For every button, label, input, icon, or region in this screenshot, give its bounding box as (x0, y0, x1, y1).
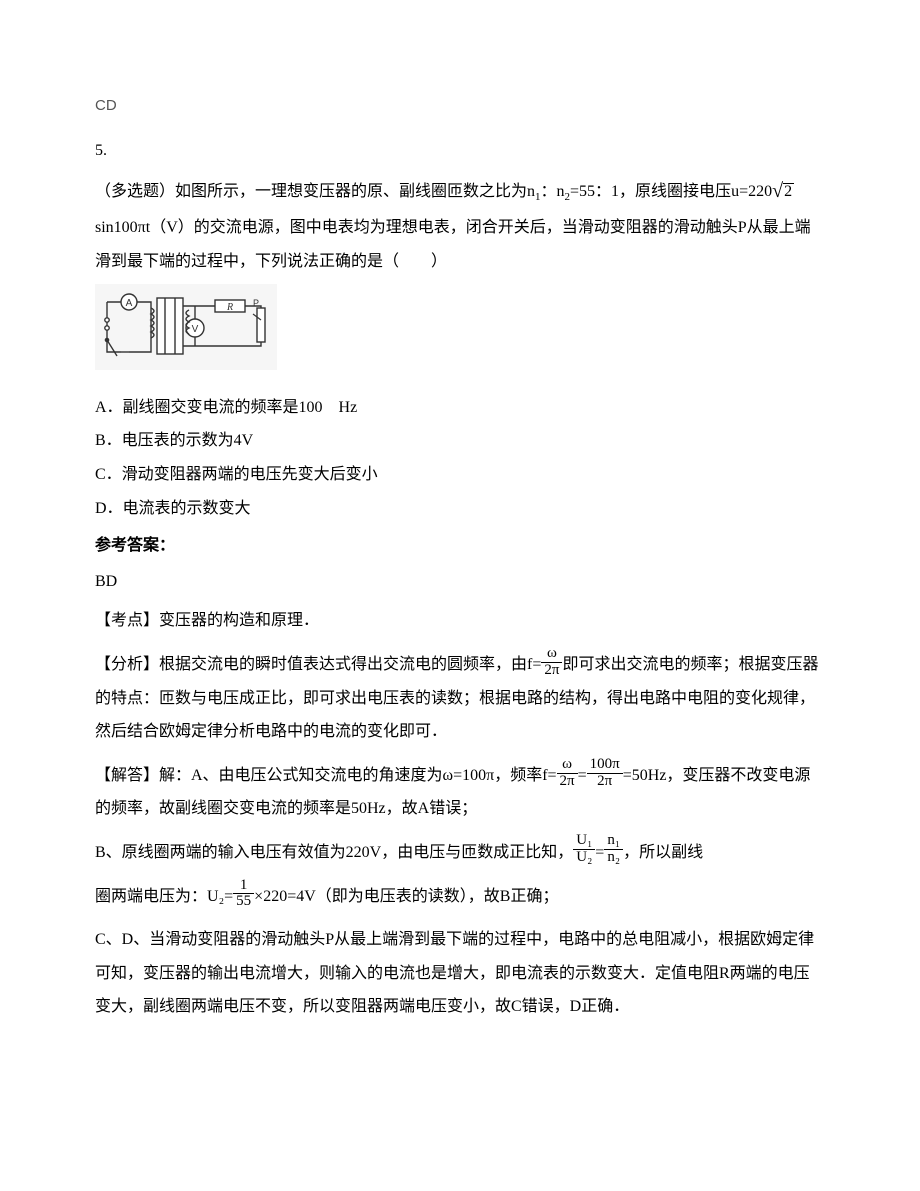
fraction: 100π2π (587, 757, 623, 790)
solution-a: 【解答】解：A、由电压公式知交流电的角速度为ω=100π，频率f=ω2π=100… (95, 759, 825, 826)
sol-text: U₂= (207, 888, 233, 905)
solution-cd: C、D、当滑动变阻器的滑动触头P从最上端滑到最下端的过程中，电路中的总电阻减小，… (95, 923, 825, 1024)
sqrt-icon: √ (772, 180, 783, 202)
answer-label: 参考答案： (95, 529, 825, 563)
sol-text: = (595, 844, 604, 861)
fraction: 155 (233, 878, 254, 911)
option-a: A．副线圈交变电流的频率是100 Hz (95, 391, 825, 425)
circuit-diagram: A R V P (95, 284, 825, 383)
stem-text: （多选题）如图所示，一理想变压器的原、副线圈匝数之比为n (95, 183, 535, 200)
frac-den: n₂ (604, 850, 623, 866)
question-number: 5. (95, 134, 825, 168)
solution-b-line2: 圈两端电压为：U₂=155×220=4V（即为电压表的读数），故B正确； (95, 880, 825, 914)
option-c: C．滑动变阻器两端的电压先变大后变小 (95, 458, 825, 492)
sol-text: ×220=4V (254, 888, 316, 905)
stem-text: sin100πt（V）的交流电源，图中电表均为理想电表，闭合开关后，当滑动变阻器… (95, 219, 811, 270)
sol-text: 圈两端电压为： (95, 888, 207, 905)
question-stem: （多选题）如图所示，一理想变压器的原、副线圈匝数之比为n1：n2=55：1，原线… (95, 169, 825, 278)
sqrt-value: 2 (783, 183, 794, 200)
option-d: D．电流表的示数变大 (95, 492, 825, 526)
sol-text: B、原线圈两端的输入电压有效值为220V，由电压与匝数成正比知， (95, 844, 573, 861)
fraction-omega-2pi: ω2π (541, 646, 562, 679)
fraction-u: U₁U₂ (573, 833, 595, 866)
stem-text: ：n (541, 183, 565, 200)
options-list: A．副线圈交变电流的频率是100 Hz B．电压表的示数为4V C．滑动变阻器两… (95, 391, 825, 525)
option-b: B．电压表的示数为4V (95, 424, 825, 458)
answer-value: BD (95, 565, 825, 599)
sol-text: = (578, 767, 587, 784)
sol-text: ，所以副线 (623, 844, 703, 861)
sol-text: 【解答】解：A、由电压公式知交流电的角速度为ω=100π，频率f= (95, 767, 557, 784)
stem-text: =55：1，原线圈接电 (570, 183, 715, 200)
svg-text:P: P (253, 298, 259, 308)
svg-text:R: R (226, 302, 233, 313)
solution-b-line1: B、原线圈两端的输入电压有效值为220V，由电压与匝数成正比知，U₁U₂=n₁n… (95, 836, 825, 870)
svg-text:V: V (192, 324, 199, 335)
analysis-block: 【考点】变压器的构造和原理． 【分析】根据交流电的瞬时值表达式得出交流电的圆频率… (95, 604, 825, 1024)
fenxi: 【分析】根据交流电的瞬时值表达式得出交流电的圆频率，由f=ω2π即可求出交流电的… (95, 648, 825, 749)
fenxi-text: 【分析】根据交流电的瞬时值表达式得出交流电的圆频率，由f= (95, 656, 541, 673)
frac-num: 100π (587, 757, 623, 774)
sol-text: （即为电压表的读数），故B正确； (316, 888, 559, 905)
frac-num: ω (557, 757, 578, 774)
fraction: ω2π (557, 757, 578, 790)
frac-num: ω (541, 646, 562, 663)
frac-num: 1 (233, 878, 254, 895)
frac-den: U₂ (573, 850, 595, 866)
previous-answer: CD (95, 90, 825, 122)
svg-text:A: A (126, 298, 133, 309)
stem-text: 压u=220 (715, 183, 772, 200)
frac-den: 55 (233, 894, 254, 910)
frac-den: 2π (587, 774, 623, 790)
fraction-n: n₁n₂ (604, 833, 623, 866)
frac-den: 2π (541, 663, 562, 679)
kaodian: 【考点】变压器的构造和原理． (95, 604, 825, 638)
frac-num: U₁ (573, 833, 595, 850)
formula-u2: U₂=155×220=4V (207, 888, 316, 905)
frac-den: 2π (557, 774, 578, 790)
frac-num: n₁ (604, 833, 623, 850)
